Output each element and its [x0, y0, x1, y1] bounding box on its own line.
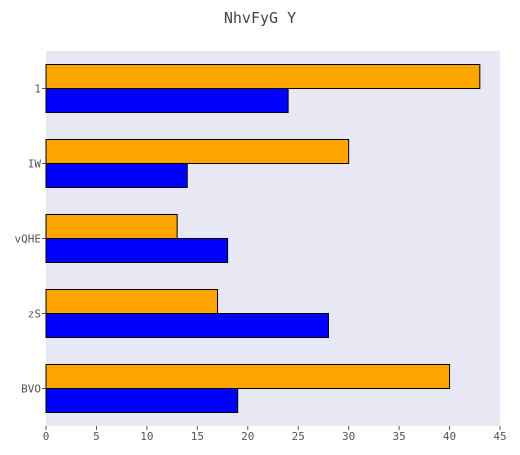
bar-1-series-2	[45, 88, 289, 113]
y-tick-label: IW	[28, 158, 42, 171]
bar-IW-series-1	[45, 139, 350, 164]
bar-1-series-1	[45, 64, 481, 89]
chart-title: NhvFyG Y	[223, 9, 297, 27]
x-tick-label: 35	[392, 430, 405, 443]
x-tick-label: 10	[140, 430, 153, 443]
x-tick-label: 30	[342, 430, 355, 443]
y-tick-label: BVO	[21, 383, 41, 396]
x-tick-label: 5	[93, 430, 100, 443]
x-axis-ticks: 0 5 10 15 20 25 30 35 40 45	[43, 426, 507, 443]
bar-IW-series-2	[45, 163, 188, 188]
bar-BVO-series-2	[45, 388, 239, 413]
x-tick-label: 40	[443, 430, 456, 443]
x-tick-label: 45	[493, 430, 506, 443]
y-tick-label: 1	[34, 83, 41, 96]
bar-vQHE-series-2	[45, 238, 229, 263]
bar-zS-series-1	[45, 289, 219, 314]
bar-BVO-series-1	[45, 364, 451, 389]
x-tick-label: 20	[241, 430, 254, 443]
y-tick-label: vQHE	[15, 233, 42, 246]
y-tick-label: zS	[28, 308, 41, 321]
x-tick-label: 15	[191, 430, 204, 443]
bar-vQHE-series-1	[45, 214, 178, 239]
y-axis-ticks: 1 IW vQHE zS BVO	[15, 83, 46, 396]
bars-group	[45, 64, 481, 413]
x-tick-label: 25	[292, 430, 305, 443]
bar-zS-series-2	[45, 313, 329, 338]
x-tick-label: 0	[43, 430, 50, 443]
